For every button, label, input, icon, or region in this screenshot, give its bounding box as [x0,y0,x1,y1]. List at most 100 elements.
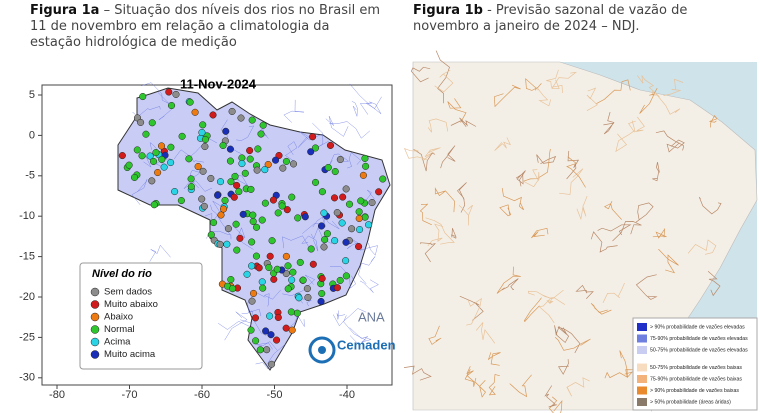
station-dot [342,257,350,265]
river [149,244,171,262]
river [493,84,521,108]
y-tick-label: -30 [19,372,35,384]
river [255,343,286,370]
station-dot [226,145,234,153]
station-dot [224,225,232,233]
river [604,369,635,379]
legend-swatch [90,337,100,347]
station-dot [256,346,264,354]
station-dot [232,220,240,228]
station-dot [247,185,255,193]
x-tick-label: -70 [122,389,138,401]
station-dot [118,152,126,160]
river [652,227,667,239]
figure-label: Figura 1a [30,3,100,18]
station-dot [320,243,328,251]
river [359,96,382,115]
station-dot [167,143,175,151]
river [655,130,684,151]
station-dot [199,121,207,129]
legend-swatch [637,334,647,343]
river [427,118,449,133]
station-dot [323,230,331,238]
legend-label: 75-90% probabilidade de vazões baixas [650,376,742,382]
station-dot [146,152,154,160]
legend-swatch [637,398,647,406]
station-dot [296,258,304,266]
station-dot [266,312,274,320]
river [157,92,173,120]
station-dot [254,145,262,153]
station-dot [257,130,265,138]
station-dot [362,162,370,170]
figure-label: Figura 1b [413,3,483,18]
river [359,279,379,293]
river [566,150,580,180]
river [603,201,622,220]
station-dot [355,214,363,223]
river [612,221,642,242]
river [637,75,660,97]
river [595,79,631,105]
station-dot [295,294,303,302]
station-dot [152,149,160,157]
river [440,145,456,169]
station-dot [331,167,339,176]
legend-swatch [90,300,100,309]
river [224,311,248,341]
station-dot [178,132,186,140]
station-dot [283,206,291,214]
station-dot [274,313,282,322]
river [709,114,718,128]
river [204,200,224,224]
legend-label: > 50% probabilidade (áreas áridas) [650,399,731,405]
station-dot [177,196,185,205]
station-dot [226,157,234,165]
river [615,120,636,153]
river [428,325,442,345]
river [358,256,376,285]
river [425,217,455,245]
station-dot [307,148,315,156]
station-dot [318,188,326,196]
station-dot [264,161,272,169]
river [434,69,454,93]
station-dot [246,146,254,155]
logo-pupil [318,346,326,354]
station-dot [236,234,244,242]
river [301,235,319,252]
station-dot [289,268,297,276]
legend-label: Muito abaixo [104,299,158,310]
station-dot [227,275,235,284]
river [282,274,316,296]
station-dot [273,265,281,273]
river [658,248,679,274]
river [559,168,584,195]
river [557,359,569,375]
river [325,115,349,137]
river [551,71,578,89]
river [554,325,570,344]
river [403,147,427,160]
station-dot [148,119,156,127]
river [488,373,500,396]
station-dot [324,163,332,172]
station-dot [288,276,296,284]
station-dot [249,289,258,297]
station-dot [227,178,235,186]
station-dot [342,185,350,193]
station-dot [336,155,344,164]
river [575,284,594,299]
station-dot [187,183,195,191]
station-dot [186,98,194,106]
station-dot [207,174,215,183]
station-dot [210,219,218,227]
x-tick-label: -80 [49,389,65,401]
station-dot [246,155,254,163]
river [525,77,542,91]
station-dot [282,157,290,165]
legend-title: Nível do rio [92,268,152,280]
river [590,303,612,315]
station-dot [231,172,239,180]
